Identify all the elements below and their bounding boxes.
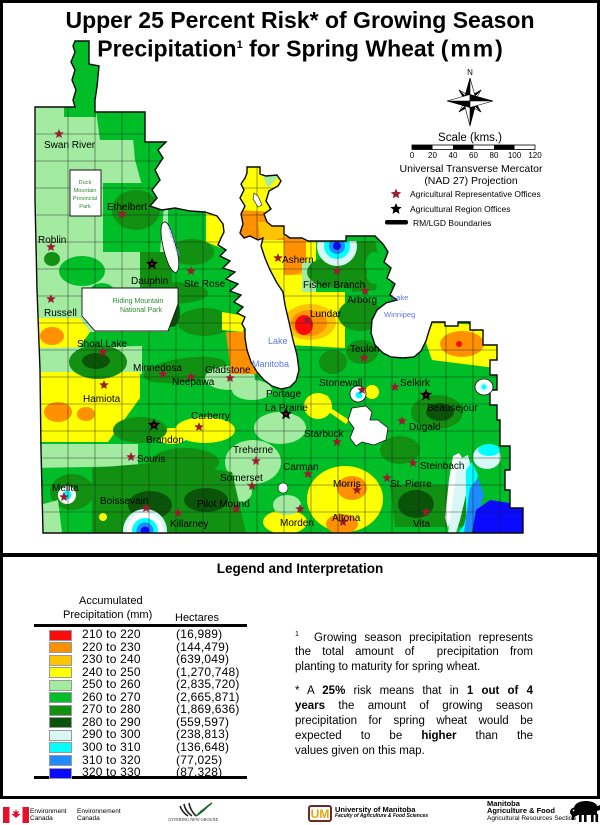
svg-text:(NAD 27) Projection: (NAD 27) Projection [424, 175, 518, 187]
svg-text:Manitoba: Manitoba [252, 359, 289, 369]
svg-text:Somerset: Somerset [220, 473, 263, 484]
svg-text:Treherne: Treherne [233, 445, 274, 456]
svg-text:Killarney: Killarney [170, 519, 208, 530]
svg-text:Ashern: Ashern [282, 255, 314, 266]
svg-text:Agricultural Representative Of: Agricultural Representative Offices [410, 189, 541, 199]
svg-text:National Park: National Park [120, 307, 163, 314]
svg-text:Altona: Altona [332, 513, 361, 524]
svg-text:Arborg: Arborg [347, 295, 377, 306]
svg-text:La Prairie: La Prairie [265, 403, 308, 414]
svg-text:N: N [467, 68, 473, 77]
svg-text:Dauphin: Dauphin [131, 276, 168, 287]
svg-text:Teulon: Teulon [350, 344, 379, 355]
svg-text:Starbuck: Starbuck [304, 429, 344, 440]
svg-text:Beausejour: Beausejour [427, 403, 478, 414]
svg-text:Steinbach: Steinbach [420, 461, 464, 472]
svg-text:Park: Park [79, 204, 91, 210]
svg-text:Universal Transverse Mercator: Universal Transverse Mercator [400, 163, 543, 175]
svg-text:Vita: Vita [413, 519, 430, 530]
svg-text:St. Pierre: St. Pierre [390, 479, 432, 490]
svg-text:60: 60 [469, 151, 478, 160]
svg-text:Neepawa: Neepawa [172, 377, 215, 388]
svg-text:Swan River: Swan River [44, 140, 96, 151]
svg-text:Mountain: Mountain [73, 188, 96, 194]
svg-text:Hamiota: Hamiota [83, 394, 121, 405]
svg-text:Lake: Lake [268, 336, 288, 346]
svg-text:Fisher Branch: Fisher Branch [303, 280, 365, 291]
svg-text:Portage: Portage [266, 389, 301, 400]
svg-text:Melita: Melita [52, 483, 79, 494]
svg-text:Russell: Russell [44, 308, 77, 319]
svg-text:120: 120 [528, 151, 542, 160]
svg-text:Carman: Carman [283, 462, 319, 473]
svg-text:Pilot Mound: Pilot Mound [197, 499, 250, 510]
svg-text:Scale (kms.): Scale (kms.) [438, 132, 502, 144]
svg-text:Shoal Lake: Shoal Lake [77, 339, 127, 350]
svg-text:Morden: Morden [280, 518, 314, 529]
svg-text:Brandon: Brandon [146, 435, 184, 446]
svg-text:40: 40 [449, 151, 458, 160]
svg-text:Souris: Souris [137, 454, 165, 465]
svg-text:Agricultural Region Offices: Agricultural Region Offices [410, 204, 510, 214]
svg-text:UM: UM [311, 807, 330, 821]
svg-text:Winnipeg: Winnipeg [384, 310, 415, 319]
svg-text:COVERING NEW GROUND: COVERING NEW GROUND [168, 817, 218, 822]
svg-text:Duck: Duck [79, 180, 92, 186]
svg-text:Ste Rose: Ste Rose [184, 279, 226, 290]
svg-text:Lundar: Lundar [310, 309, 342, 320]
svg-text:Dugald: Dugald [409, 422, 441, 433]
svg-text:Roblin: Roblin [38, 235, 66, 246]
svg-text:20: 20 [428, 151, 437, 160]
svg-text:Riding Mountain: Riding Mountain [113, 298, 164, 305]
svg-text:Minnedosa: Minnedosa [133, 363, 182, 374]
svg-text:Gladstone: Gladstone [205, 365, 251, 376]
svg-text:Morris: Morris [333, 479, 361, 490]
svg-text:Selkirk: Selkirk [400, 378, 431, 389]
svg-text:Boissevain: Boissevain [100, 496, 148, 507]
svg-text:0: 0 [410, 151, 415, 160]
svg-text:80: 80 [490, 151, 499, 160]
svg-text:RM/LGD Boundaries: RM/LGD Boundaries [413, 218, 491, 228]
svg-text:Ethelbert: Ethelbert [107, 202, 147, 213]
svg-text:Lake: Lake [392, 293, 408, 302]
svg-text:Carberry: Carberry [191, 411, 230, 422]
svg-text:Provincial: Provincial [73, 196, 97, 202]
svg-text:100: 100 [508, 151, 522, 160]
svg-text:Stonewall: Stonewall [319, 378, 362, 389]
